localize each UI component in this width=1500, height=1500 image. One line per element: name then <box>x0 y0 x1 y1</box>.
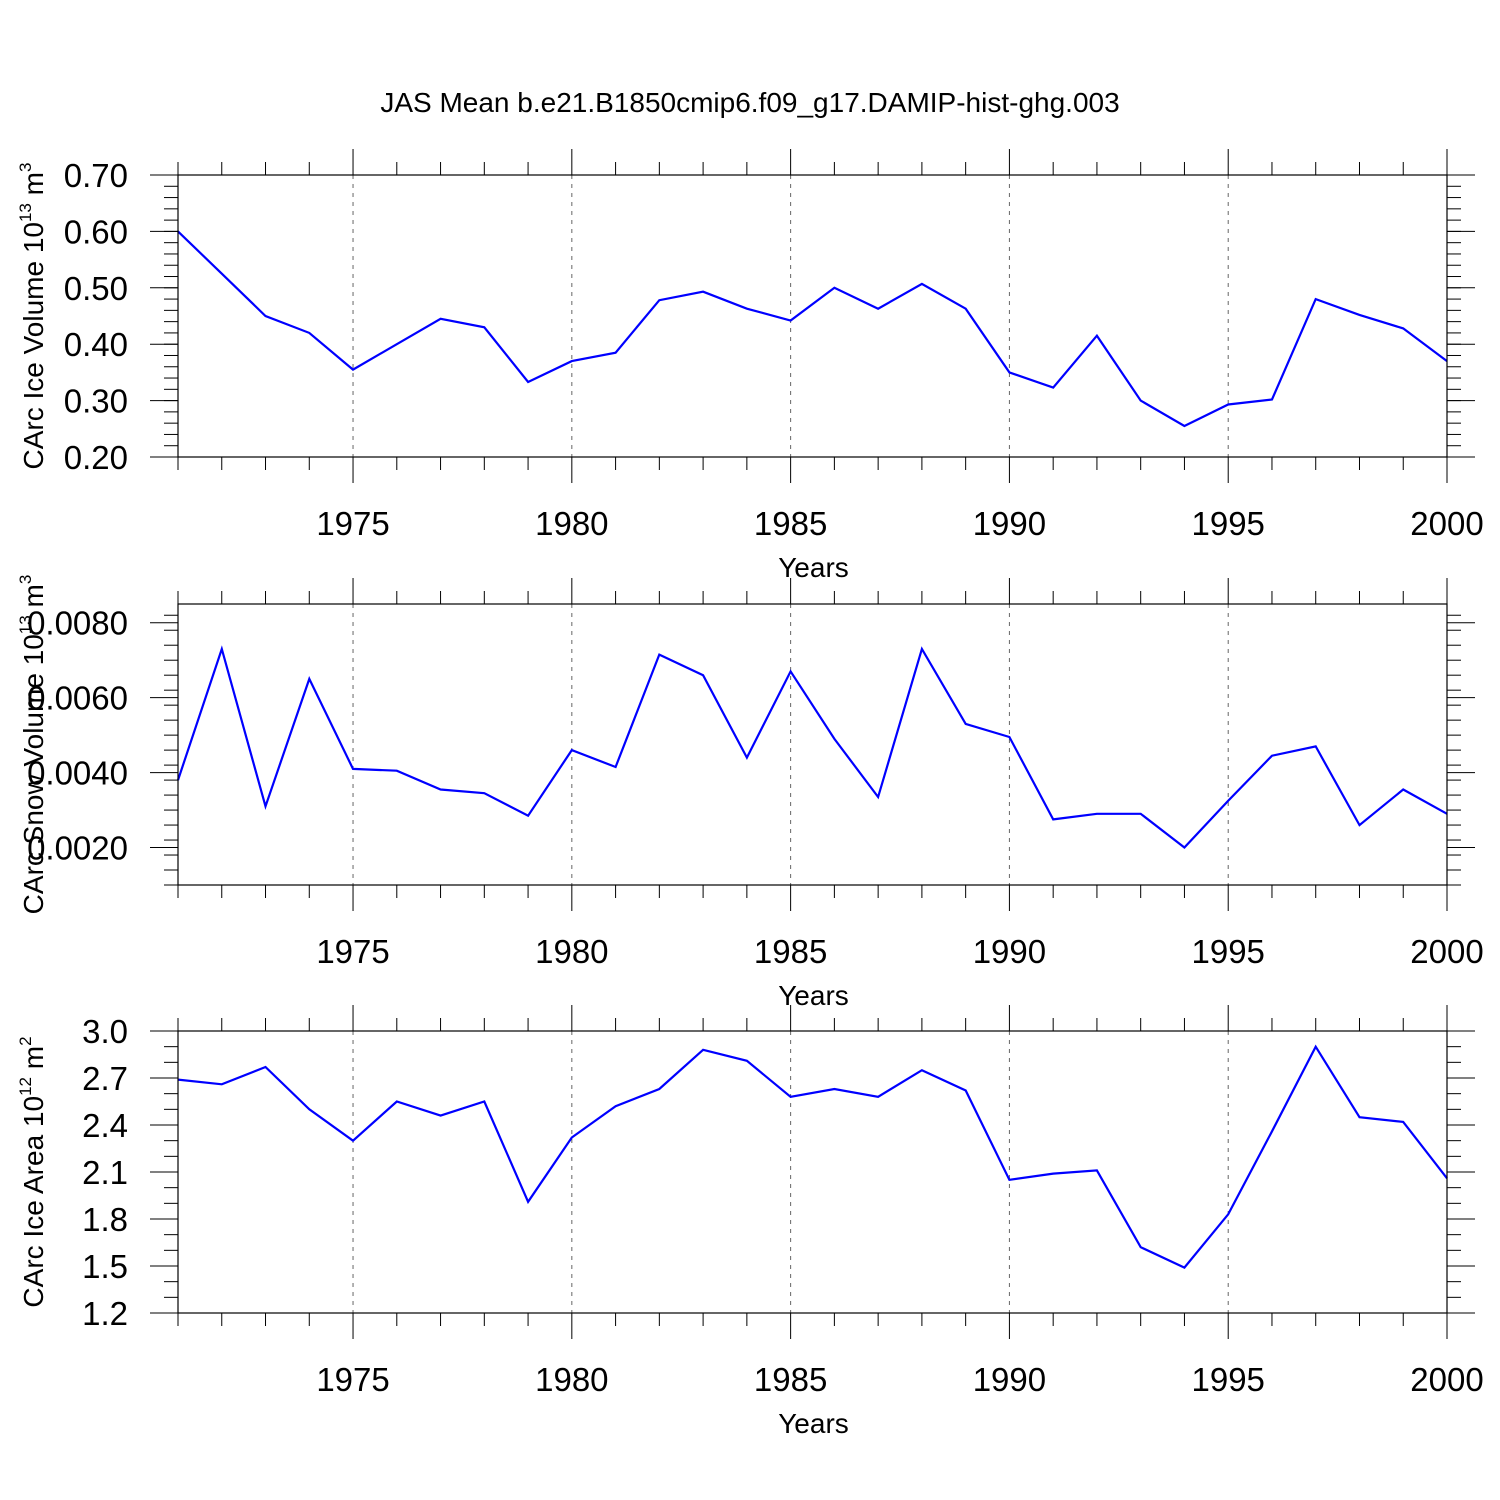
x-tick-label: 1990 <box>973 933 1046 970</box>
x-tick-label: 1985 <box>754 1361 827 1398</box>
x-tick-label: 1975 <box>316 933 389 970</box>
panel-1: 0.20 0.30 0.40 0.50 0.60 0.70 1975 1980 1985 1990… <box>16 149 1484 583</box>
x-tick-label: 1985 <box>754 933 827 970</box>
x-tick-label: 1990 <box>973 1361 1046 1398</box>
panel-2: 0.0020 0.0040 0.0060 0.0080 1975 1980 1985 1990… <box>16 575 1484 1011</box>
x-tick-label: 1995 <box>1191 933 1264 970</box>
series-line <box>176 645 1448 849</box>
y-axis-label: CArc Snow Volume 1013 m3 <box>16 575 49 915</box>
x-tick-label: 1990 <box>973 505 1046 542</box>
y-tick-label: 1.8 <box>82 1201 128 1238</box>
y-tick-label: 0.60 <box>64 213 128 250</box>
x-axis-label: Years <box>778 552 849 583</box>
plot-frame <box>177 1030 1448 1314</box>
panels: 0.20 0.30 0.40 0.50 0.60 0.70 1975 1980 1985 1990… <box>16 149 1484 1439</box>
y-tick-label: 0.0020 <box>27 830 128 867</box>
y-tick-label: 2.4 <box>82 1107 128 1144</box>
plot-frame <box>177 174 1448 458</box>
x-tick-label: 1980 <box>535 1361 608 1398</box>
x-tick-label: 1975 <box>316 1361 389 1398</box>
series-line <box>177 1044 1448 1269</box>
x-axis-label: Years <box>778 980 849 1011</box>
y-tick-label: 0.0040 <box>27 755 128 792</box>
y-tick-label: 0.30 <box>64 383 128 420</box>
y-tick-label: 1.2 <box>82 1295 128 1332</box>
series-line <box>177 230 1448 428</box>
y-tick-label: 3.0 <box>82 1013 128 1050</box>
x-tick-label: 1980 <box>535 505 608 542</box>
y-tick-label: 0.0060 <box>27 680 128 717</box>
x-tick-label: 1975 <box>316 505 389 542</box>
x-axis-label: Years <box>778 1408 849 1439</box>
figure-title: JAS Mean b.e21.B1850cmip6.f09_g17.DAMIP-… <box>380 87 1119 118</box>
y-tick-label: 0.40 <box>64 326 128 363</box>
x-tick-label: 1980 <box>535 933 608 970</box>
x-tick-label: 2000 <box>1410 933 1483 970</box>
panel-3: 1.2 1.5 1.8 2.1 2.4 2.7 3.0 1975 1980 1985 1990 199… <box>16 1005 1484 1439</box>
y-axis-label: CArc Ice Volume 1013 m3 <box>16 163 49 470</box>
y-tick-label: 0.20 <box>64 439 128 476</box>
y-tick-label: 0.50 <box>64 270 128 307</box>
y-axis-label: CArc Ice Area 1012 m2 <box>16 1036 49 1307</box>
x-tick-label: 1985 <box>754 505 827 542</box>
y-tick-label: 0.0080 <box>27 605 128 642</box>
y-tick-label: 1.5 <box>82 1248 128 1285</box>
y-tick-label: 2.7 <box>82 1060 128 1097</box>
y-tick-label: 2.1 <box>82 1154 128 1191</box>
y-tick-label: 0.70 <box>64 157 128 194</box>
plot-frame <box>177 603 1448 886</box>
x-tick-label: 1995 <box>1191 1361 1264 1398</box>
x-tick-label: 1995 <box>1191 505 1264 542</box>
x-tick-label: 2000 <box>1410 505 1483 542</box>
x-tick-label: 2000 <box>1410 1361 1483 1398</box>
